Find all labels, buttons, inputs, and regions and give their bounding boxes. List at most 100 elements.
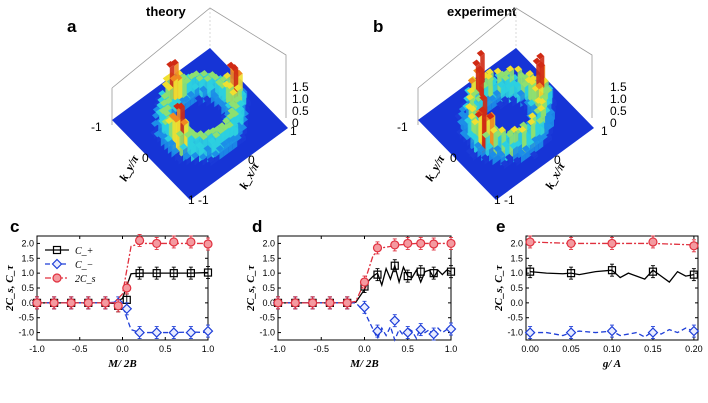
- x-tick-label: 0.5: [159, 344, 172, 354]
- marker-circle: [169, 237, 179, 247]
- panel-a-ztick-1: 1.5: [292, 80, 309, 94]
- marker-diamond: [445, 323, 457, 335]
- y-tick-label: -0.5: [18, 313, 34, 323]
- marker-diamond: [428, 328, 440, 340]
- y-tick-label: -1.0: [507, 328, 523, 338]
- surface-column-side: [185, 99, 191, 110]
- surface-column-top: [471, 118, 480, 126]
- surface-column-top: [501, 140, 510, 148]
- y-tick-label: 0.0: [21, 298, 34, 308]
- surface-column-side: [508, 157, 513, 166]
- surface-column-top: [191, 83, 200, 91]
- surface-column-side: [154, 123, 160, 133]
- marker-square: [446, 267, 456, 276]
- surface-column-side: [534, 139, 539, 154]
- marker-square: [648, 267, 658, 276]
- surface-column-top: [461, 112, 470, 120]
- surface-column-side: [478, 114, 483, 151]
- surface-column-top: [481, 131, 490, 139]
- marker-circle: [648, 237, 658, 247]
- marker-square: [135, 269, 144, 278]
- panel-a-ky-tick-3: 1: [188, 193, 195, 207]
- surface-column-side: [487, 99, 492, 113]
- surface-column-top: [489, 126, 498, 134]
- surface-column-top: [536, 117, 545, 125]
- x-tick-label: -1.0: [270, 344, 286, 354]
- surface-column-top: [183, 152, 191, 160]
- surface-column-top: [220, 140, 229, 148]
- surface-column-top: [180, 118, 189, 126]
- surface-column-top: [489, 151, 497, 158]
- marker-circle: [113, 301, 123, 311]
- surface-column-top: [228, 100, 237, 108]
- surface-column-top: [222, 80, 231, 88]
- surface-column-side: [228, 140, 233, 154]
- surface-column-top: [160, 99, 168, 107]
- surface-column-top: [217, 100, 226, 108]
- surface-column-top: [457, 118, 466, 126]
- surface-column-top: [169, 74, 178, 82]
- surface-column-top: [464, 116, 473, 124]
- surface-column-top: [536, 52, 545, 60]
- marker-circle: [689, 241, 699, 251]
- y-tick-label: -0.5: [259, 313, 275, 323]
- surface-column-top: [153, 130, 162, 138]
- x-tick-label: 1.0: [202, 344, 215, 354]
- surface-column-side: [232, 138, 238, 150]
- panel-b-ky-tick-2: 0: [450, 151, 457, 165]
- panel-a-heights: [112, 48, 288, 200]
- surface-column-side: [504, 163, 509, 170]
- surface-column-top: [232, 96, 241, 103]
- surface-column-top: [496, 100, 505, 108]
- surface-column-top: [527, 118, 536, 126]
- surface-column-top: [150, 129, 159, 137]
- surface-column-top: [203, 74, 212, 82]
- marker-circle: [83, 298, 93, 308]
- series-line-C_−: [530, 327, 695, 338]
- legend-label: 2C_s: [75, 274, 96, 285]
- marker-circle: [100, 298, 111, 308]
- marker-square: [429, 269, 438, 278]
- surface-column-side: [242, 127, 248, 137]
- surface-column-top: [216, 127, 225, 134]
- marker-circle: [122, 283, 132, 293]
- marker-square: [203, 268, 213, 277]
- surface-column-top: [535, 82, 544, 90]
- marker-circle: [186, 237, 196, 247]
- surface-column-top: [161, 80, 170, 88]
- x-tick-label: 0.05: [562, 344, 580, 354]
- surface-column-top: [466, 130, 475, 138]
- marker-circle: [308, 298, 318, 308]
- surface-column-side: [538, 137, 544, 150]
- x-tick-label: 0.5: [401, 344, 414, 354]
- surface-column-top: [186, 90, 195, 98]
- surface-column-top: [501, 74, 510, 82]
- surface-column-top: [467, 112, 476, 120]
- surface-column-top: [159, 107, 168, 114]
- surface-column-top: [212, 131, 221, 139]
- surface-column-top: [162, 75, 171, 83]
- marker-circle: [390, 240, 400, 250]
- surface-column-top: [473, 141, 482, 149]
- marker-circle: [342, 298, 352, 308]
- surface-column-top: [523, 98, 532, 106]
- surface-column-top: [506, 65, 515, 73]
- panel-a-ztick-4: 0: [292, 116, 299, 130]
- marker-diamond: [134, 327, 145, 338]
- panel-b-ky-tick-1: -1: [397, 120, 408, 134]
- surface-column-top: [191, 132, 200, 140]
- panel-a-title: theory: [146, 4, 187, 19]
- y-tick-label: 2.0: [510, 238, 523, 248]
- surface-column-top: [232, 102, 240, 110]
- panel-b-ztick-2: 1.0: [610, 92, 627, 106]
- surface-column-top: [211, 150, 220, 158]
- surface-column-top: [505, 153, 513, 161]
- surface-column-top: [158, 89, 167, 97]
- surface-column-top: [229, 88, 238, 96]
- surface-column-top: [226, 112, 235, 120]
- surface-column-top: [456, 128, 465, 136]
- y-axis-label: 2C_s, C_τ: [4, 264, 16, 312]
- marker-circle: [607, 238, 617, 249]
- surface-column-top: [538, 97, 546, 105]
- panel-a-kx-tick-2: 0: [248, 153, 255, 167]
